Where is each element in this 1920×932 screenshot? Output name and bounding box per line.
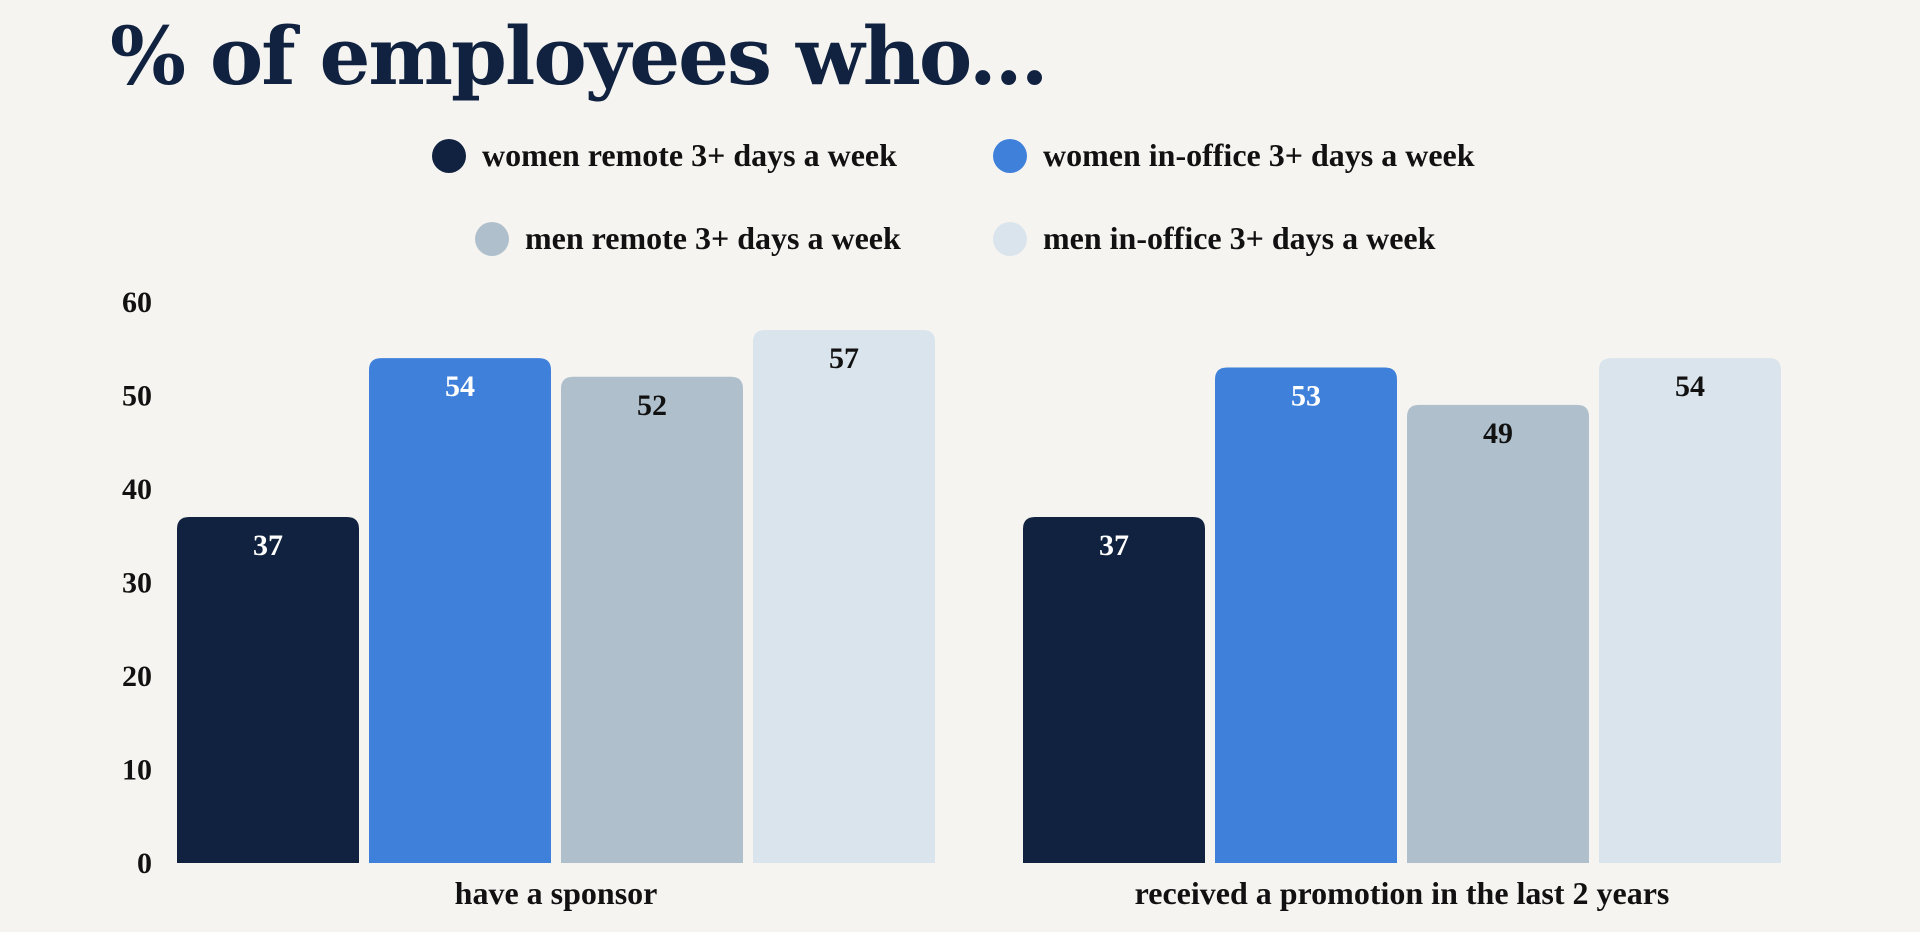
bar-value-label: 37 bbox=[1099, 529, 1129, 562]
bar-value-label: 53 bbox=[1291, 379, 1321, 412]
y-tick-label: 20 bbox=[122, 660, 152, 693]
category-label: received a promotion in the last 2 years bbox=[1135, 875, 1670, 911]
legend-item-women-in-office: women in-office 3+ days a week bbox=[993, 137, 1475, 174]
chart-title: % of employees who... bbox=[110, 9, 1048, 103]
bar-value-label: 52 bbox=[637, 389, 667, 422]
legend-swatch-women-in-office bbox=[993, 138, 1027, 173]
legend-label-women-in-office: women in-office 3+ days a week bbox=[1043, 137, 1475, 173]
y-tick-label: 10 bbox=[122, 754, 152, 787]
bar bbox=[753, 330, 935, 863]
y-tick-label: 60 bbox=[122, 286, 152, 319]
legend-item-women-remote: women remote 3+ days a week bbox=[432, 137, 897, 174]
legend-swatch-men-remote bbox=[475, 221, 509, 256]
bar bbox=[1215, 367, 1397, 863]
y-tick-label: 30 bbox=[122, 567, 152, 600]
legend-label-men-remote: men remote 3+ days a week bbox=[525, 220, 901, 256]
bar-value-label: 57 bbox=[829, 342, 859, 375]
bar bbox=[1407, 404, 1589, 863]
category-label: have a sponsor bbox=[455, 875, 658, 911]
bar-value-label: 54 bbox=[445, 370, 475, 403]
legend-swatch-men-in-office bbox=[993, 221, 1027, 256]
bar bbox=[177, 517, 359, 863]
bar bbox=[1599, 358, 1781, 863]
bar bbox=[369, 358, 551, 863]
bar bbox=[1023, 517, 1205, 863]
y-tick-label: 50 bbox=[122, 380, 152, 413]
legend-label-men-in-office: men in-office 3+ days a week bbox=[1043, 220, 1436, 256]
bar-value-label: 49 bbox=[1483, 417, 1513, 450]
legend-swatch-women-remote bbox=[432, 138, 466, 173]
bar bbox=[561, 376, 743, 863]
y-tick-label: 40 bbox=[122, 473, 152, 506]
y-tick-label: 0 bbox=[137, 847, 152, 880]
legend-item-men-in-office: men in-office 3+ days a week bbox=[993, 220, 1435, 257]
bar-value-label: 54 bbox=[1675, 370, 1705, 403]
legend-item-men-remote: men remote 3+ days a week bbox=[475, 220, 901, 257]
bar-value-label: 37 bbox=[253, 529, 283, 562]
legend-label-women-remote: women remote 3+ days a week bbox=[482, 137, 897, 173]
